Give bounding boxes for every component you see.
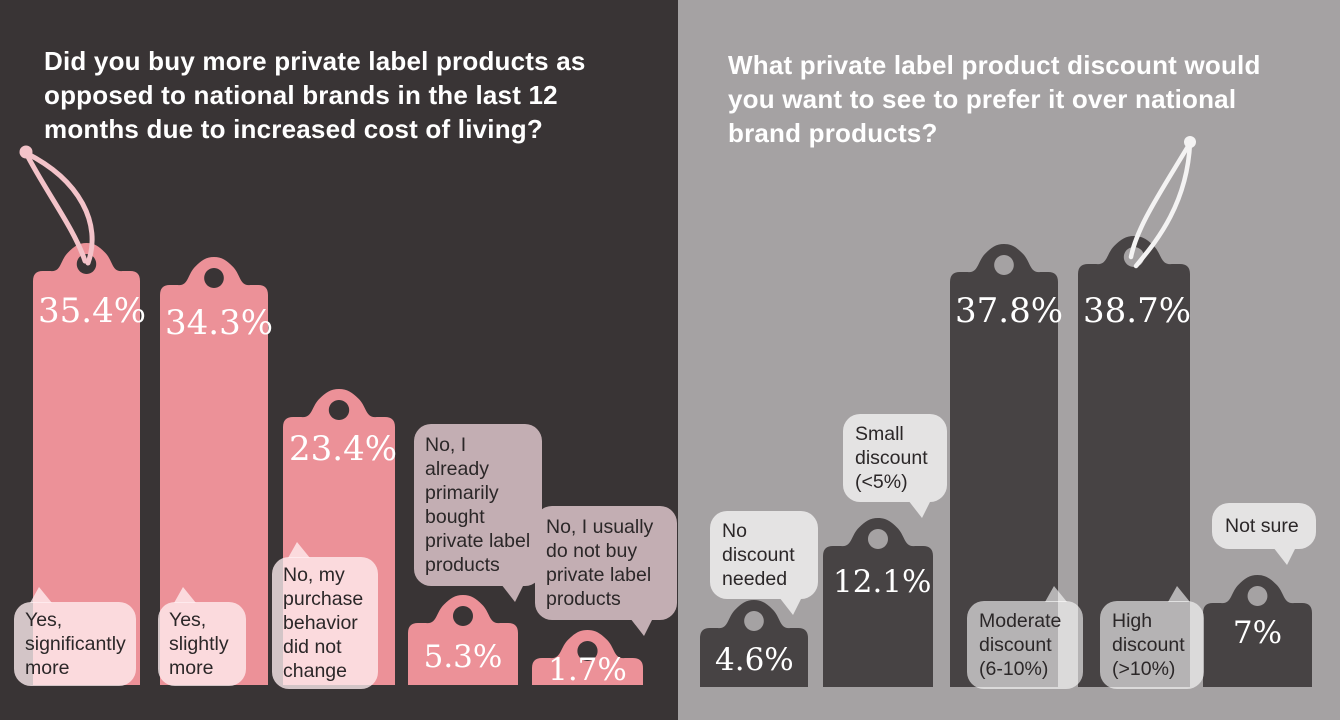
bubble-pointer-up-icon bbox=[1045, 586, 1067, 602]
price-tag-no-dont-buy-private-label: 1.7% bbox=[532, 630, 643, 688]
price-tag-shape bbox=[950, 244, 1058, 284]
bubble-pointer-up-icon bbox=[30, 587, 52, 603]
price-tag-shape bbox=[1203, 575, 1312, 615]
tag-body bbox=[408, 634, 518, 685]
speech-bubble-yes-significantly-more: Yes, significantly more bbox=[14, 587, 136, 686]
speech-bubble-no-discount-needed: No discount needed bbox=[710, 511, 818, 615]
price-tag-shape bbox=[532, 630, 643, 670]
speech-bubble-high-discount: High discount (>10%) bbox=[1100, 586, 1204, 689]
bar-value-label: 4.6% bbox=[715, 642, 794, 678]
panel-private-label-purchase: Did you buy more private label products … bbox=[14, 46, 677, 689]
bubble-label: High discount (>10%) bbox=[1112, 610, 1185, 680]
bubble-label: No, I already primarily bought private l… bbox=[425, 434, 531, 576]
price-tag-small-discount: 12.1% bbox=[823, 518, 933, 687]
bar-value-label: 7% bbox=[1232, 615, 1283, 651]
bubble-label: No, I usually do not buy private label p… bbox=[546, 516, 654, 610]
price-tag-no-discount-needed: 4.6% bbox=[700, 600, 808, 687]
price-tag-shape bbox=[823, 518, 933, 558]
bubble-label: Moderate discount (6-10%) bbox=[979, 610, 1062, 680]
speech-bubble-no-already-private-label: No, I already primarily bought private l… bbox=[414, 424, 542, 602]
bubble-pointer-up-icon bbox=[288, 542, 310, 558]
speech-bubble-yes-slightly-more: Yes, slightly more bbox=[158, 587, 246, 686]
bubble-pointer-down-icon bbox=[630, 618, 653, 636]
price-tag-not-sure: 7% bbox=[1203, 575, 1312, 687]
price-tag-shape bbox=[700, 600, 808, 640]
price-tag-shape bbox=[160, 257, 268, 297]
price-tag-shape bbox=[33, 243, 140, 283]
price-tag-no-already-private-label: 5.3% bbox=[408, 595, 518, 685]
bar-value-label: 12.1% bbox=[833, 564, 932, 600]
right-question-title: What private label product discount woul… bbox=[728, 50, 1261, 148]
speech-bubble-moderate-discount: Moderate discount (6-10%) bbox=[967, 586, 1083, 689]
bubble-label: Yes, slightly more bbox=[169, 609, 229, 679]
price-tag-shape bbox=[408, 595, 518, 635]
speech-bubble-not-sure: Not sure bbox=[1212, 503, 1316, 565]
price-tag-shape bbox=[283, 389, 395, 429]
speech-bubble-small-discount: Small discount (<5%) bbox=[843, 414, 947, 518]
bubble-label: No discount needed bbox=[722, 520, 795, 590]
bubble-pointer-down-icon bbox=[779, 597, 802, 615]
tag-body bbox=[1203, 614, 1312, 687]
panel-discount-preference: What private label product discount woul… bbox=[678, 0, 1340, 720]
tag-body bbox=[700, 639, 808, 687]
bar-value-label: 23.4% bbox=[289, 429, 398, 469]
bubble-label: No, my purchase behavior did not change bbox=[283, 564, 364, 682]
bubble-pointer-up-icon bbox=[1168, 586, 1190, 602]
bar-value-label: 37.8% bbox=[955, 291, 1064, 331]
left-question-title: Did you buy more private label products … bbox=[44, 46, 586, 144]
bubble-label: Small discount (<5%) bbox=[855, 423, 928, 493]
bar-value-label: 35.4% bbox=[38, 291, 147, 331]
speech-bubble-no-dont-buy-private-label: No, I usually do not buy private label p… bbox=[535, 506, 677, 636]
speech-bubble-no-behavior-unchanged: No, my purchase behavior did not change bbox=[272, 542, 378, 689]
bubble-pointer-down-icon bbox=[1273, 547, 1296, 565]
bar-value-label: 5.3% bbox=[423, 639, 503, 675]
price-tag-shape bbox=[1078, 236, 1190, 276]
tag-body bbox=[823, 557, 933, 687]
bubble-pointer-down-icon bbox=[501, 584, 524, 602]
bar-value-label: 1.7% bbox=[548, 652, 627, 688]
bubble-pointer-down-icon bbox=[908, 500, 931, 518]
bar-value-label: 34.3% bbox=[165, 303, 274, 343]
bubble-pointer-up-icon bbox=[174, 587, 196, 603]
bubble-label: Yes, significantly more bbox=[25, 609, 126, 679]
tag-body bbox=[532, 669, 643, 685]
bubble-label: Not sure bbox=[1225, 515, 1299, 537]
bar-value-label: 38.7% bbox=[1083, 291, 1192, 331]
